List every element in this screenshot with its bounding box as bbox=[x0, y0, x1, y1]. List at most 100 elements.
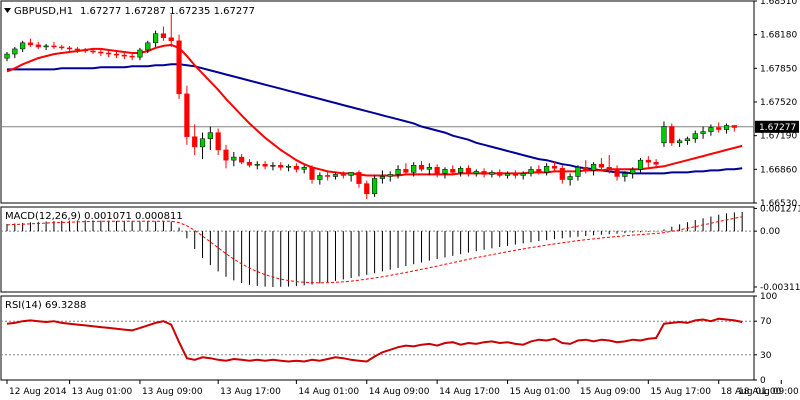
candle[interactable] bbox=[598, 158, 604, 172]
candle[interactable] bbox=[12, 46, 18, 59]
candle[interactable] bbox=[379, 170, 386, 184]
candle[interactable] bbox=[301, 165, 307, 174]
candle[interactable] bbox=[364, 180, 370, 199]
candle[interactable] bbox=[27, 38, 34, 47]
candle[interactable] bbox=[653, 159, 659, 169]
candle[interactable] bbox=[418, 161, 425, 172]
candle[interactable] bbox=[528, 166, 534, 177]
candle[interactable] bbox=[325, 171, 331, 181]
candle[interactable] bbox=[583, 160, 589, 174]
candle[interactable] bbox=[411, 162, 417, 177]
candle[interactable] bbox=[254, 161, 260, 170]
candle[interactable] bbox=[356, 170, 362, 188]
candle[interactable] bbox=[371, 175, 378, 197]
candle[interactable] bbox=[575, 165, 581, 181]
candle[interactable] bbox=[395, 165, 401, 179]
candle[interactable] bbox=[645, 156, 651, 168]
macd-pane[interactable]: 0.001271 0.00 -0.003119 bbox=[0, 204, 800, 293]
candle[interactable] bbox=[98, 48, 104, 57]
candle[interactable] bbox=[262, 161, 268, 170]
candle[interactable] bbox=[35, 41, 41, 49]
candle[interactable] bbox=[723, 123, 730, 134]
candle[interactable] bbox=[90, 47, 96, 55]
candle[interactable] bbox=[348, 172, 354, 182]
candle[interactable] bbox=[137, 47, 143, 61]
candle[interactable] bbox=[246, 159, 253, 168]
candle[interactable] bbox=[481, 168, 487, 178]
candle[interactable] bbox=[551, 161, 558, 172]
candle[interactable] bbox=[716, 122, 722, 133]
candle[interactable] bbox=[692, 130, 698, 143]
candle[interactable] bbox=[458, 166, 464, 177]
candle[interactable] bbox=[622, 171, 628, 182]
candle[interactable] bbox=[153, 30, 159, 47]
candle[interactable] bbox=[20, 40, 26, 53]
candle[interactable] bbox=[121, 53, 127, 60]
candle[interactable] bbox=[559, 165, 565, 184]
candle[interactable] bbox=[145, 40, 151, 54]
candle[interactable] bbox=[129, 54, 135, 61]
candle[interactable] bbox=[293, 163, 299, 173]
candle[interactable] bbox=[74, 46, 80, 54]
candle[interactable] bbox=[387, 171, 393, 182]
price-pane[interactable]: 1.68510 1.68180 1.67850 1.67520 1.67190 1.668… bbox=[0, 0, 799, 209]
candle[interactable] bbox=[606, 155, 612, 174]
candle[interactable] bbox=[442, 167, 448, 179]
candle[interactable] bbox=[340, 171, 346, 179]
candle[interactable] bbox=[199, 132, 206, 160]
candle[interactable] bbox=[160, 26, 167, 41]
candle[interactable] bbox=[544, 163, 550, 176]
collapse-triangle-icon[interactable] bbox=[4, 8, 11, 13]
candle[interactable] bbox=[215, 128, 221, 156]
candle[interactable] bbox=[473, 169, 479, 177]
candle[interactable] bbox=[332, 172, 339, 180]
candle[interactable] bbox=[113, 50, 120, 59]
candle[interactable] bbox=[614, 165, 620, 181]
candle[interactable] bbox=[43, 43, 49, 50]
candle[interactable] bbox=[497, 169, 503, 178]
candle[interactable] bbox=[520, 171, 526, 180]
candle[interactable] bbox=[403, 163, 409, 176]
candle[interactable] bbox=[223, 144, 229, 169]
candle[interactable] bbox=[66, 45, 73, 53]
candle[interactable] bbox=[192, 124, 198, 156]
candle[interactable] bbox=[4, 52, 10, 62]
candle[interactable] bbox=[465, 165, 472, 177]
candle[interactable] bbox=[184, 85, 190, 145]
candle[interactable] bbox=[285, 164, 292, 172]
candle-body bbox=[590, 163, 597, 171]
candle[interactable] bbox=[700, 126, 706, 139]
candle[interactable] bbox=[176, 34, 182, 99]
candle[interactable] bbox=[309, 165, 315, 184]
candle[interactable] bbox=[168, 14, 174, 47]
candle[interactable] bbox=[661, 121, 667, 147]
candle[interactable] bbox=[450, 165, 456, 176]
candle[interactable] bbox=[82, 47, 88, 54]
candle[interactable] bbox=[106, 49, 112, 58]
candle[interactable] bbox=[630, 167, 636, 179]
candle[interactable] bbox=[317, 172, 323, 185]
candle[interactable] bbox=[590, 162, 597, 176]
candle[interactable] bbox=[677, 138, 683, 147]
candle[interactable] bbox=[536, 165, 542, 175]
candle[interactable] bbox=[512, 170, 518, 179]
candle[interactable] bbox=[489, 170, 495, 178]
candle[interactable] bbox=[51, 41, 57, 49]
candle[interactable] bbox=[567, 173, 573, 186]
candle[interactable] bbox=[637, 158, 644, 173]
candle[interactable] bbox=[278, 162, 284, 171]
candle[interactable] bbox=[207, 126, 213, 150]
candle[interactable] bbox=[270, 162, 276, 171]
candle[interactable] bbox=[669, 123, 675, 146]
candle[interactable] bbox=[426, 163, 432, 176]
candle[interactable] bbox=[434, 164, 440, 178]
candle[interactable] bbox=[504, 171, 511, 179]
candle[interactable] bbox=[59, 44, 65, 50]
candle[interactable] bbox=[239, 154, 245, 165]
candle[interactable] bbox=[708, 124, 714, 136]
candle[interactable] bbox=[731, 125, 737, 132]
candle[interactable] bbox=[231, 151, 237, 167]
rsi-pane[interactable]: 100 70 30 0 bbox=[0, 292, 777, 386]
candle[interactable] bbox=[684, 136, 691, 145]
